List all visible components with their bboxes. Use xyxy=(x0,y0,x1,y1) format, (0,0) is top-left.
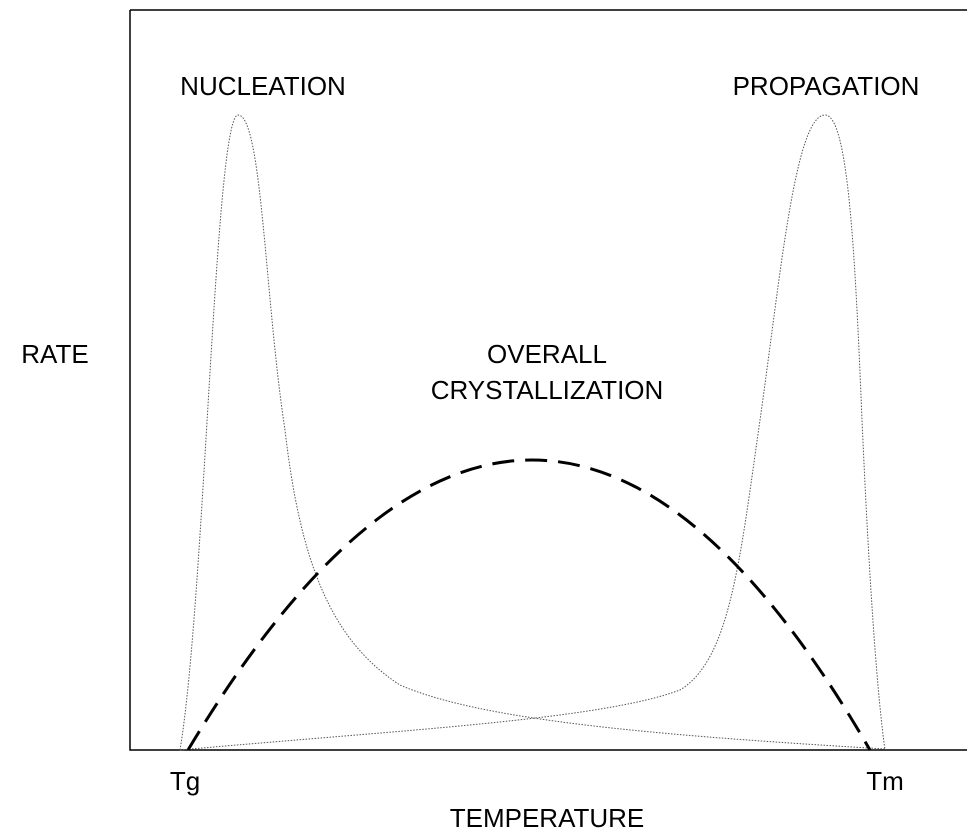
x-axis-label: TEMPERATURE xyxy=(450,803,645,833)
x-start-label: Tg xyxy=(170,766,200,796)
crystallization-label: CRYSTALLIZATION xyxy=(431,375,664,405)
nucleation-curve xyxy=(179,114,886,751)
x-end-label: Tm xyxy=(866,766,904,796)
nucleation-label: NUCLEATION xyxy=(180,71,346,101)
overall-label: OVERALL xyxy=(487,339,607,369)
axes xyxy=(129,9,967,751)
y-axis-label: RATE xyxy=(21,339,88,369)
propagation-curve xyxy=(179,114,886,751)
overall-crystallization-curve xyxy=(186,458,872,751)
propagation-label: PROPAGATION xyxy=(733,71,920,101)
